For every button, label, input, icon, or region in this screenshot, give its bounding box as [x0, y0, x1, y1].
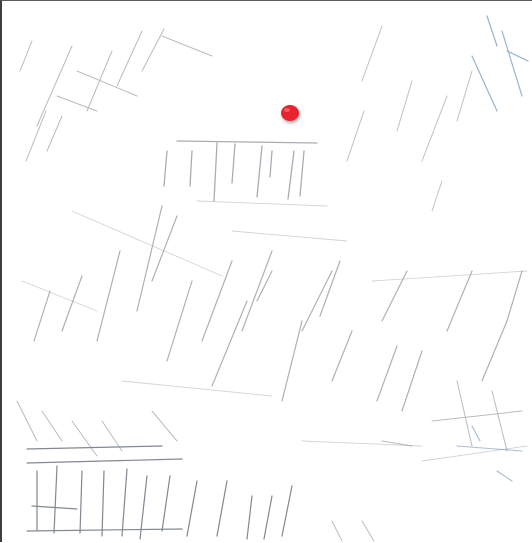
- location-dot-icon[interactable]: [281, 105, 299, 121]
- map-linework: [16, 15, 529, 542]
